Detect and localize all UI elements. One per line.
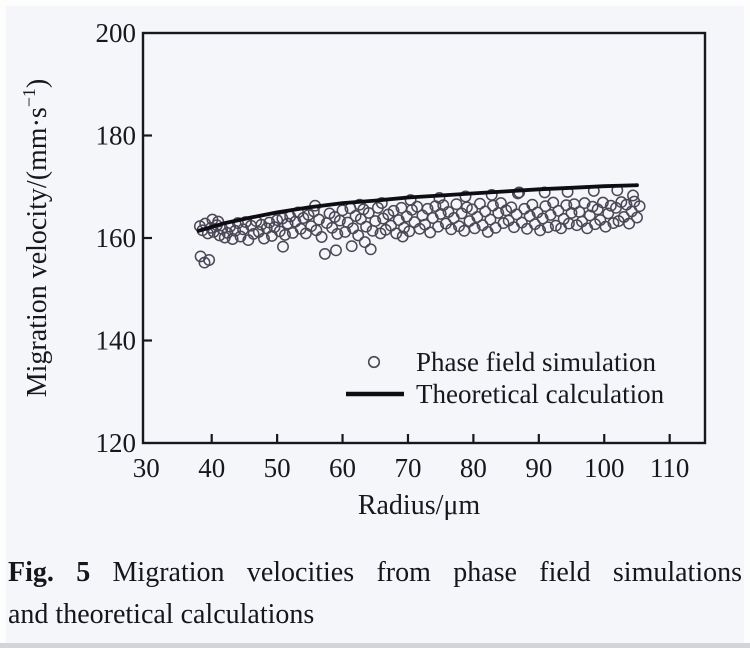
scatter-point — [336, 204, 349, 217]
scatter-point — [471, 211, 484, 223]
scatter-point — [213, 229, 226, 242]
migration-velocity-chart: 30 40 50 60 70 80 90 100 110 120 140 160 180 200 Radiu… — [19, 18, 707, 521]
chart-area: 30 40 50 60 70 80 90 100 110 120 140 160 180 200 Radiu… — [19, 18, 707, 521]
y-tick-label: 140 — [96, 326, 137, 356]
scatter-point — [387, 204, 400, 217]
scatter-point — [583, 209, 596, 222]
caption-line-1: Fig. 5 Migration velocities from phase f… — [8, 552, 742, 594]
scatter-point — [473, 197, 486, 210]
scatter-point — [364, 243, 377, 256]
scatter-point — [565, 206, 578, 219]
figure-caption: Fig. 5 Migration velocities from phase f… — [8, 552, 742, 636]
scatter-point — [330, 244, 342, 257]
scatter-point — [623, 217, 636, 230]
y-tick-label: 180 — [96, 121, 137, 151]
scatter-point — [511, 187, 524, 200]
legend-label-theory: Theoretical calculation — [416, 379, 665, 409]
scatter-point — [313, 213, 325, 226]
scatter-point — [352, 229, 365, 242]
scatter-point — [390, 227, 403, 240]
scatter-point — [604, 199, 617, 212]
scatter-point — [633, 200, 646, 213]
x-tick-label: 70 — [394, 453, 421, 483]
scatter-point — [234, 230, 247, 243]
scatter-series — [193, 184, 646, 269]
x-tick-label: 50 — [264, 453, 291, 483]
scatter-point — [279, 228, 291, 241]
scatter-point — [508, 221, 520, 234]
scatter-point — [432, 220, 445, 233]
scatter-point — [468, 222, 481, 235]
scatter-point — [421, 202, 434, 215]
x-tick-label: 40 — [198, 453, 225, 483]
caption-text: Migration velocities from phase field si… — [112, 557, 743, 588]
scatter-point — [277, 240, 289, 253]
scatter-point — [360, 220, 373, 233]
scatter-point — [445, 223, 458, 236]
y-tick-label: 120 — [96, 428, 137, 458]
caption-figure-number: Fig. 5 — [8, 557, 91, 588]
scatter-point — [450, 198, 463, 211]
legend-label-simulation: Phase field simulation — [416, 347, 656, 377]
scatter-point — [318, 247, 331, 260]
scatter-point — [433, 192, 446, 204]
scatter-point — [358, 236, 371, 249]
scatter-point — [534, 224, 547, 237]
scatter-point — [602, 207, 615, 220]
y-tick-label: 160 — [96, 223, 137, 253]
scatter-point — [434, 207, 447, 220]
y-axis-label: Migration velocity/(mm·s−1) — [19, 79, 53, 398]
scatter-point — [627, 189, 639, 202]
scatter-point — [424, 226, 437, 239]
scatter-point — [460, 201, 473, 214]
scatter-point — [345, 240, 358, 253]
scatter-point — [510, 208, 523, 221]
scatter-point — [523, 210, 536, 222]
scatter-point — [484, 213, 497, 226]
theory-line — [196, 183, 639, 233]
scatter-point — [362, 206, 375, 219]
scatter-point — [281, 217, 294, 230]
x-tick-label: 80 — [460, 453, 487, 483]
scatter-point — [315, 231, 328, 243]
x-tick-label: 90 — [525, 453, 552, 483]
scatter-point — [369, 215, 382, 228]
scatter-point — [542, 221, 554, 234]
scatter-point — [596, 196, 609, 209]
x-tick-label: 100 — [584, 453, 625, 483]
scatter-point — [331, 227, 344, 240]
scatter-point — [375, 197, 388, 210]
scatter-point — [552, 204, 565, 217]
scatter-point — [226, 233, 239, 245]
x-tick-label: 30 — [133, 453, 160, 483]
scatter-point — [547, 196, 560, 209]
scatter-point — [599, 220, 612, 233]
x-tick-label: 110 — [650, 453, 690, 483]
scatter-point — [539, 200, 552, 213]
caption-line-2: and theoretical calculations — [8, 599, 315, 630]
scatter-point — [203, 254, 216, 266]
scatter-point — [271, 214, 284, 227]
x-axis-label: Radius/μm — [358, 490, 481, 521]
scatter-point — [631, 211, 643, 224]
scatter-point — [562, 217, 575, 230]
scatter-point — [607, 217, 620, 230]
scatter-point — [479, 205, 492, 218]
scatter-point — [247, 227, 260, 240]
figure-background — [6, 6, 744, 643]
legend-scatter-marker — [367, 355, 381, 369]
x-tick-label: 60 — [329, 453, 356, 483]
screenshot-bottom-edge — [0, 643, 750, 648]
y-tick-label: 200 — [96, 18, 137, 48]
